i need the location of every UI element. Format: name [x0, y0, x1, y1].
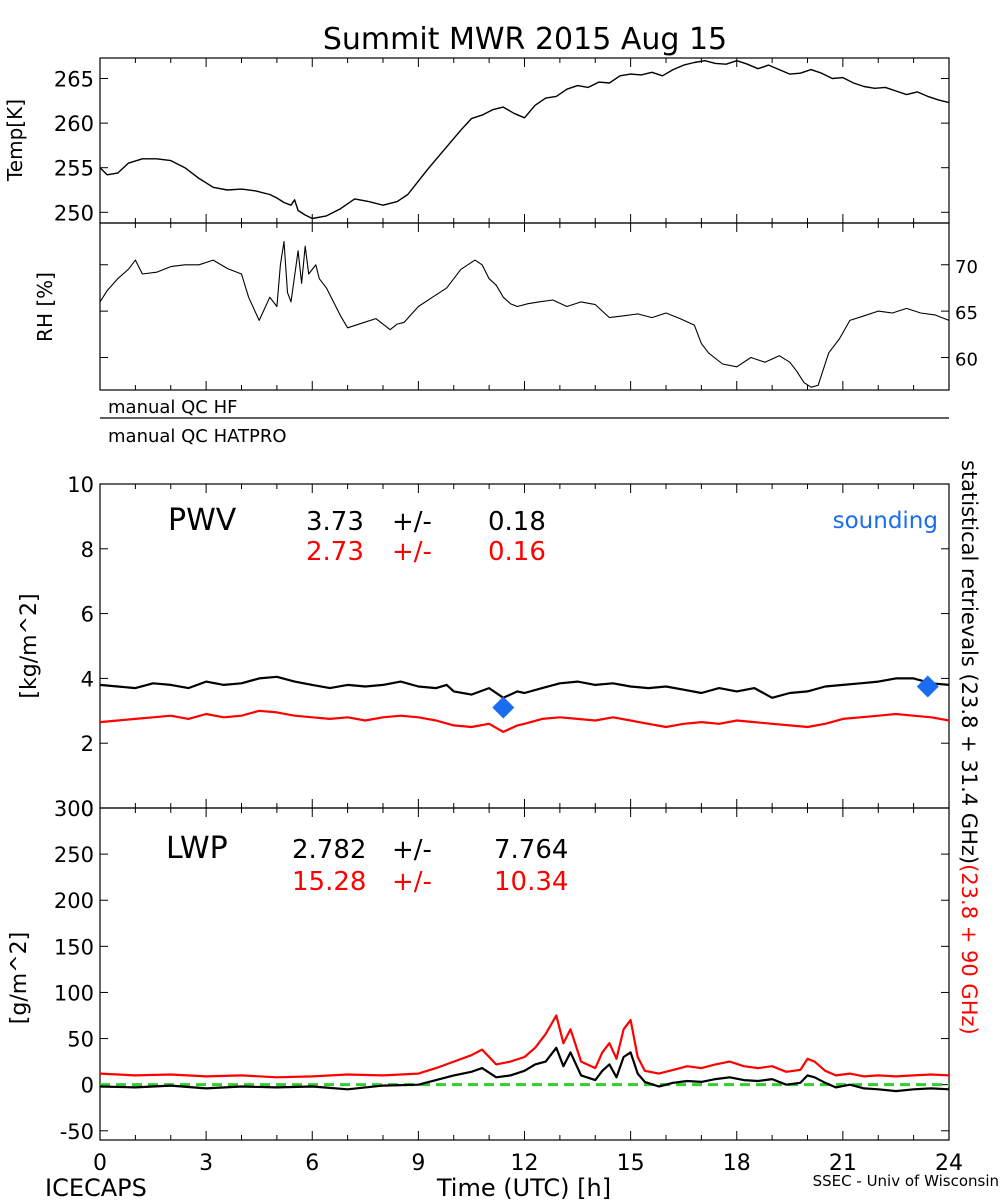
pwv-axis: 0 2 4 6 8 10 — [67, 473, 950, 821]
lwp-panel-label: LWP — [166, 831, 228, 866]
temp-frame — [99, 57, 950, 224]
lwp-mean-black: 2.782 — [292, 835, 366, 865]
pwv-stats-red: 2.73 +/- 0.16 — [306, 537, 546, 567]
sounding-points — [492, 675, 939, 719]
rh-ylabel: RH [%] — [33, 272, 57, 342]
temp-panel: 250 255 260 265 Temp[K] — [3, 57, 950, 225]
pwv-panel: 0 2 4 6 8 10 [kg/m^2] PWV 3.73 +/- 0.18 2.73 … — [17, 473, 950, 821]
qc-hf-label: manual QC HF — [108, 397, 237, 418]
lwp-ytick-label: 50 — [67, 1028, 94, 1052]
x-tick-label: 0 — [93, 1151, 107, 1176]
lwp-mean-red: 15.28 — [292, 867, 366, 897]
temp-ytick-label: 255 — [54, 157, 94, 181]
x-tick-label: 18 — [723, 1151, 751, 1176]
rh-axis: 60 65 70 — [99, 223, 978, 390]
sounding-marker — [492, 696, 515, 719]
x-tick-label: 9 — [411, 1151, 425, 1176]
pwv-ytick-label: 4 — [81, 667, 94, 691]
rh-ytick-label: 65 — [955, 303, 978, 324]
rh-ytick-label: 70 — [955, 257, 978, 278]
temp-line — [99, 60, 950, 220]
pwv-std-red: 0.16 — [488, 537, 546, 567]
pwv-series — [99, 675, 950, 734]
x-tick-label: 21 — [829, 1151, 857, 1176]
lwp-series — [99, 1014, 950, 1093]
qc-flags: manual QC HF manual QC HATPRO — [100, 397, 949, 447]
temp-ytick-label: 250 — [54, 201, 94, 225]
pwv-ytick-label: 2 — [81, 732, 94, 756]
pwv-line-red — [99, 709, 950, 734]
pwv-pm-black: +/- — [392, 507, 432, 537]
lwp-stats-red: 15.28 +/- 10.34 — [292, 867, 568, 897]
pwv-mean-red: 2.73 — [306, 537, 364, 567]
temp-ytick-label: 265 — [54, 68, 94, 92]
lwp-ytick-label: 200 — [54, 889, 94, 913]
x-tick-label: 15 — [617, 1151, 645, 1176]
lwp-ylabel: [g/m^2] — [7, 932, 32, 1024]
rh-line — [99, 241, 950, 388]
pwv-ytick-label: 8 — [81, 538, 94, 562]
pwv-ylabel: [kg/m^2] — [17, 593, 42, 698]
lwp-pm-red: +/- — [392, 867, 432, 897]
pwv-stats-black: 3.73 +/- 0.18 — [306, 507, 546, 537]
temp-series — [99, 60, 950, 220]
retrieval-label-red: (23.8 + 90 GHz) — [957, 864, 981, 1035]
lwp-std-red: 10.34 — [494, 867, 568, 897]
lwp-ytick-label: -50 — [60, 1120, 94, 1144]
lwp-stats-black: 2.782 +/- 7.764 — [292, 835, 568, 865]
footer-left: ICECAPS — [45, 1174, 147, 1200]
qc-hatpro-label: manual QC HATPRO — [108, 426, 287, 447]
x-tick-label: 12 — [511, 1151, 539, 1176]
pwv-ytick-label: 10 — [67, 473, 94, 497]
pwv-line-black — [99, 675, 950, 699]
temp-ytick-label: 260 — [54, 112, 94, 136]
pwv-pm-red: +/- — [392, 537, 432, 567]
rh-series — [99, 241, 950, 388]
retrieval-label: statistical retrievals (23.8 + 31.4 GHz)… — [957, 460, 981, 1035]
lwp-ytick-label: 0 — [81, 1074, 94, 1098]
pwv-panel-label: PWV — [168, 503, 237, 538]
rh-ytick-label: 60 — [955, 350, 978, 371]
pwv-ytick-label: 6 — [81, 603, 94, 627]
lwp-ytick-label: 300 — [54, 797, 94, 821]
x-tick-label: 3 — [199, 1151, 213, 1176]
lwp-line-black — [99, 1046, 950, 1093]
sounding-legend: sounding — [833, 508, 938, 534]
pwv-std-black: 0.18 — [488, 507, 546, 537]
figure-title: Summit MWR 2015 Aug 15 — [323, 22, 727, 57]
footer-right: SSEC - Univ of Wisconsin — [813, 1172, 999, 1190]
lwp-std-black: 7.764 — [494, 835, 568, 865]
lwp-ytick-label: 100 — [54, 981, 94, 1005]
lwp-pm-black: +/- — [392, 835, 432, 865]
pwv-mean-black: 3.73 — [306, 507, 364, 537]
x-axis-title: Time (UTC) [h] — [436, 1174, 611, 1200]
temp-ylabel: Temp[K] — [3, 99, 27, 182]
retrieval-label-black: statistical retrievals (23.8 + 31.4 GHz) — [957, 460, 981, 864]
lwp-ytick-label: 250 — [54, 843, 94, 867]
rh-frame — [99, 222, 950, 391]
lwp-ytick-label: 150 — [54, 935, 94, 959]
temp-axis: 250 255 260 265 — [54, 58, 950, 225]
rh-panel: 60 65 70 RH [%] — [33, 222, 978, 391]
x-tick-label: 24 — [935, 1151, 963, 1176]
x-tick-label: 6 — [305, 1151, 319, 1176]
pwv-ytick-label: 0 — [81, 797, 94, 821]
sounding-marker — [916, 675, 939, 698]
lwp-line-red — [99, 1014, 950, 1079]
